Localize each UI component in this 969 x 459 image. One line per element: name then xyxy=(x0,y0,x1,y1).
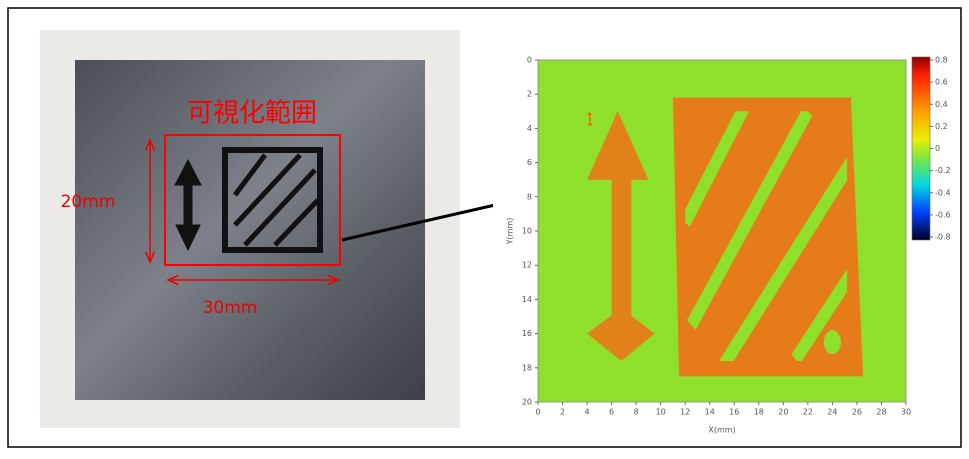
x-axis-label: X(mm) xyxy=(708,426,735,435)
x-tick-label: 0 xyxy=(535,408,540,417)
y-tick-label: 4 xyxy=(527,124,532,133)
width-label: 30mm xyxy=(203,298,258,318)
y-tick-label: 10 xyxy=(522,227,532,236)
x-tick-label: 12 xyxy=(680,408,690,417)
colorbar-tick-label: 0.4 xyxy=(935,100,948,109)
colorbar-tick-label: -0.2 xyxy=(935,166,951,175)
x-tick-label: 18 xyxy=(754,408,764,417)
y-tick-label: 2 xyxy=(527,90,532,99)
region-label: 可視化範囲 xyxy=(187,99,317,129)
colorbar-tick-label: 0.6 xyxy=(935,78,948,87)
x-tick-label: 28 xyxy=(876,408,886,417)
colorbar xyxy=(912,57,930,240)
x-tick-label: 8 xyxy=(634,408,639,417)
y-tick-label: 18 xyxy=(522,363,532,372)
heatmap-pattern xyxy=(587,98,863,377)
colorbar-tick-label: 0.8 xyxy=(935,56,948,65)
x-tick-label: 2 xyxy=(560,408,565,417)
y-axis-label: Y(mm) xyxy=(506,218,515,246)
y-tick-label: 20 xyxy=(522,398,532,407)
x-tick-label: 6 xyxy=(609,408,614,417)
x-tick-label: 14 xyxy=(705,408,715,417)
colorbar-tick-label: -0.8 xyxy=(935,233,951,242)
x-tick-label: 22 xyxy=(803,408,813,417)
colorbar-tick-label: -0.6 xyxy=(935,210,951,219)
y-tick-label: 12 xyxy=(522,261,532,270)
x-tick-label: 10 xyxy=(656,408,666,417)
y-tick-label: 8 xyxy=(527,192,532,201)
x-tick-label: 30 xyxy=(901,408,911,417)
height-label: 20mm xyxy=(61,192,116,212)
y-tick-label: 16 xyxy=(522,329,532,338)
colorbar-tick-label: -0.4 xyxy=(935,188,951,197)
x-tick-label: 4 xyxy=(585,408,590,417)
y-tick-label: 0 xyxy=(527,56,532,65)
colorbar-tick-label: 0.2 xyxy=(935,122,948,131)
y-tick-label: 14 xyxy=(522,295,532,304)
colorbar-tick-label: 0 xyxy=(935,144,940,153)
x-tick-label: 16 xyxy=(729,408,739,417)
y-tick-label: 6 xyxy=(527,158,532,167)
x-tick-label: 26 xyxy=(852,408,862,417)
x-tick-label: 20 xyxy=(778,408,788,417)
x-tick-label: 24 xyxy=(827,408,837,417)
figure: 可視化範囲 20mm 30mm X(mm) Y(mm) 024681012141… xyxy=(0,0,969,455)
